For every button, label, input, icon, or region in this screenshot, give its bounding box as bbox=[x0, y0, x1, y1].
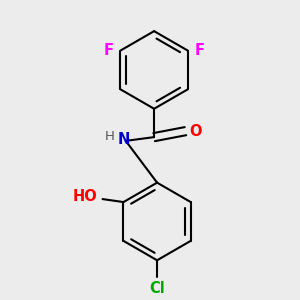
Text: F: F bbox=[195, 43, 205, 58]
Text: F: F bbox=[103, 43, 114, 58]
Text: HO: HO bbox=[72, 189, 97, 204]
Text: Cl: Cl bbox=[149, 281, 165, 296]
Text: H: H bbox=[105, 130, 115, 143]
Text: O: O bbox=[190, 124, 202, 139]
Text: N: N bbox=[118, 132, 130, 147]
